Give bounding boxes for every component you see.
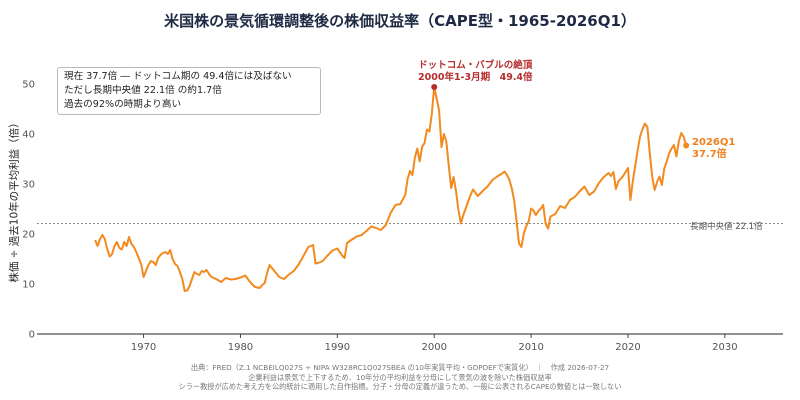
summary-line-1: 現在 37.7倍 ― ドットコム期の 49.4倍には及ばない	[64, 71, 292, 82]
peak-annotation-line-1: ドットコム・バブルの絶頂	[418, 60, 533, 71]
peak-annotation-line-2: 2000年1-3月期 49.4倍	[418, 72, 533, 83]
footer-note-1: 企業利益は景気で上下するため、10年分の平均利益を分母にして景気の波を除いた株価…	[248, 372, 552, 382]
x-tick-label: 2000	[421, 342, 446, 353]
y-tick-label: 30	[22, 180, 35, 191]
y-tick-label: 0	[29, 330, 35, 341]
y-tick-label: 40	[22, 130, 35, 141]
latest-point	[683, 142, 690, 149]
summary-line-2: ただし長期中央値 22.1倍 の約1.7倍	[64, 85, 222, 96]
summary-line-3: 過去の92%の時期より高い	[64, 99, 182, 110]
x-tick-label: 1980	[228, 342, 253, 353]
peak-point	[431, 84, 438, 90]
y-axis-ticks: 0 10 20 30 40 50	[22, 80, 35, 341]
x-tick-label: 1990	[325, 342, 350, 353]
x-tick-label: 2030	[712, 342, 737, 353]
peak-annotation: ドットコム・バブルの絶頂 2000年1-3月期 49.4倍	[418, 60, 533, 84]
footer-source: 出典：FRED（Z.1 NCBEILQ027S ÷ NIPA W328RC1Q0…	[190, 363, 610, 372]
x-tick-label: 2020	[615, 342, 640, 353]
y-axis-label: 株価 ÷ 過去10年の平均利益（倍）	[8, 117, 21, 283]
latest-annotation: 2026Q1 37.7倍	[692, 137, 735, 161]
footer-note-2: シラー教授が広めた考え方を公的統計に適用した自作指標。分子・分母の定義が違うため…	[178, 382, 622, 391]
y-tick-label: 10	[22, 280, 35, 291]
summary-box: 現在 37.7倍 ― ドットコム期の 49.4倍には及ばない ただし長期中央値 …	[57, 67, 321, 115]
x-tick-label: 2010	[518, 342, 543, 353]
y-tick-label: 50	[22, 80, 35, 91]
latest-annotation-line-2: 37.7倍	[692, 149, 727, 160]
y-tick-label: 20	[22, 230, 35, 241]
cape-series-line	[94, 86, 688, 292]
footer-notes: 出典：FRED（Z.1 NCBEILQ027S ÷ NIPA W328RC1Q0…	[0, 363, 800, 392]
x-tick-label: 1970	[131, 342, 156, 353]
latest-annotation-line-1: 2026Q1	[692, 137, 736, 148]
x-axis-ticks: 1970 1980 1990 2000 2010 2020 2030	[131, 334, 738, 353]
chart-title: 米国株の景気循環調整後の株価収益率（CAPE型・1965-2026Q1）	[164, 12, 636, 30]
median-label: 長期中央値 22.1倍	[690, 222, 763, 232]
